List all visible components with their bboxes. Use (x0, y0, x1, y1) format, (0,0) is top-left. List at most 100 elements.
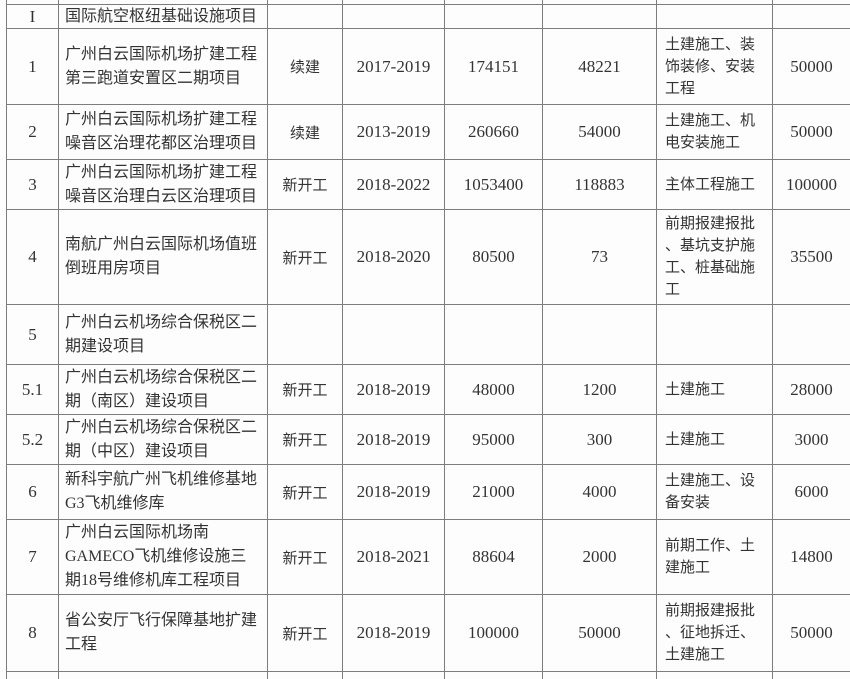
cell-status: 新开工 (268, 365, 343, 415)
cell-period: 2018-2019 (343, 415, 445, 465)
cell-status: 新开工 (268, 520, 343, 595)
cell-value-2 (543, 5, 657, 29)
cell-project-name: 广州白云机场综合保税区二 期（南区）建设项目 (59, 365, 268, 415)
cell-value-3 (773, 672, 850, 679)
cell-project-name: 广州白云国际机场扩建工程 第三跑道安置区二期项目 (59, 29, 268, 105)
cell-value-1: 260660 (445, 105, 543, 160)
cell-value-3: 35500 (773, 210, 850, 305)
cell-value-2: 1200 (543, 365, 657, 415)
cell-value-2: 4000 (543, 465, 657, 520)
cell-work-scope: 前期报建报批 、基坑支护施 工、桩基础施 工 (657, 210, 773, 305)
cell-project-name: 广州白云机场综合保税区二 期（中区）建设项目 (59, 415, 268, 465)
table-row-2: 2 广州白云国际机场扩建工程 噪音区治理花都区治理项目 续建 2013-2019… (7, 105, 850, 160)
cell-no: 5.1 (7, 365, 59, 415)
cell-status (268, 672, 343, 679)
cell-value-1: 95000 (445, 415, 543, 465)
cell-work-scope: 前期工作、土 建施工 (657, 520, 773, 595)
cell-period (343, 5, 445, 29)
cell-value-3: 6000 (773, 465, 850, 520)
table-row-8: 8 省公安厅飞行保障基地扩建 工程 新开工 2018-2019 100000 5… (7, 595, 850, 672)
cell-no (7, 672, 59, 679)
cell-value-3: 14800 (773, 520, 850, 595)
cell-status: 新开工 (268, 415, 343, 465)
cell-value-2: 2000 (543, 520, 657, 595)
cell-period: 2018-2021 (343, 520, 445, 595)
cell-project-name: 广州白云机场综合保税区二 期建设项目 (59, 305, 268, 365)
cell-no: I (7, 5, 59, 29)
cell-value-1 (445, 0, 543, 5)
cell-period (343, 305, 445, 365)
cell-work-scope: 前期报建报批 、征地拆迁、 土建施工 (657, 595, 773, 672)
cell-project-name (59, 672, 268, 679)
cell-value-3: 28000 (773, 365, 850, 415)
cell-status: 新开工 (268, 595, 343, 672)
cell-period (343, 672, 445, 679)
cell-work-scope: 土建施工、设 备安装 (657, 465, 773, 520)
cell-value-3 (773, 0, 850, 5)
cell-value-2: 118883 (543, 160, 657, 210)
cell-value-1 (445, 5, 543, 29)
table-row-4: 4 南航广州白云国际机场值班 倒班用房项目 新开工 2018-2020 8050… (7, 210, 850, 305)
table-row-1: 1 广州白云国际机场扩建工程 第三跑道安置区二期项目 续建 2017-2019 … (7, 29, 850, 105)
cell-work-scope: 主体工程施工 (657, 160, 773, 210)
cell-value-2 (543, 672, 657, 679)
cell-value-3 (773, 5, 850, 29)
cell-project-name (59, 0, 268, 5)
cell-project-name: 新科宇航广州飞机维修基地 G3飞机维修库 (59, 465, 268, 520)
cell-value-2: 50000 (543, 595, 657, 672)
cell-status: 续建 (268, 29, 343, 105)
cell-value-2: 48221 (543, 29, 657, 105)
cell-no: 2 (7, 105, 59, 160)
cell-period: 2013-2019 (343, 105, 445, 160)
cell-project-name: 省公安厅飞行保障基地扩建 工程 (59, 595, 268, 672)
cell-period: 2018-2019 (343, 595, 445, 672)
projects-table: I 国际航空枢纽基础设施项目 1 广州白云国际机场扩建工程 第三跑道安置区二期项… (6, 0, 850, 679)
cell-work-scope: 土建施工、机 电安装施工 (657, 105, 773, 160)
cell-value-1 (445, 672, 543, 679)
cell-period: 2018-2019 (343, 365, 445, 415)
cell-no: 7 (7, 520, 59, 595)
cell-period: 2017-2019 (343, 29, 445, 105)
cell-status (268, 0, 343, 5)
cell-status (268, 5, 343, 29)
table-row-7: 7 广州白云国际机场南 GAMECO飞机维修设施三 期18号维修机库工程项目 新… (7, 520, 850, 595)
cell-no: 5.2 (7, 415, 59, 465)
cell-work-scope: 土建施工、装 饰装修、安装 工程 (657, 29, 773, 105)
cell-no: 4 (7, 210, 59, 305)
table-row-3: 3 广州白云国际机场扩建工程 噪音区治理白云区治理项目 新开工 2018-202… (7, 160, 850, 210)
cell-value-2: 73 (543, 210, 657, 305)
cell-value-2 (543, 305, 657, 365)
table-row-partial-top (7, 0, 850, 5)
cell-no: 1 (7, 29, 59, 105)
table-row-6: 6 新科宇航广州飞机维修基地 G3飞机维修库 新开工 2018-2019 210… (7, 465, 850, 520)
cell-no: 3 (7, 160, 59, 210)
cell-project-name: 广州白云国际机场扩建工程 噪音区治理白云区治理项目 (59, 160, 268, 210)
cell-project-name: 广州白云国际机场南 GAMECO飞机维修设施三 期18号维修机库工程项目 (59, 520, 268, 595)
cell-value-1: 48000 (445, 365, 543, 415)
cell-value-3: 50000 (773, 105, 850, 160)
cell-period: 2018-2022 (343, 160, 445, 210)
cell-value-1 (445, 305, 543, 365)
cell-value-1: 80500 (445, 210, 543, 305)
cell-value-3: 100000 (773, 160, 850, 210)
cell-work-scope: 土建施工 (657, 415, 773, 465)
table-row-5-2: 5.2 广州白云机场综合保税区二 期（中区）建设项目 新开工 2018-2019… (7, 415, 850, 465)
table-row-partial-bottom (7, 672, 850, 679)
cell-no: 8 (7, 595, 59, 672)
cell-status: 续建 (268, 105, 343, 160)
cell-no: 6 (7, 465, 59, 520)
cell-period: 2018-2020 (343, 210, 445, 305)
table-row-section-I: I 国际航空枢纽基础设施项目 (7, 5, 850, 29)
cell-work-scope: 土建施工 (657, 365, 773, 415)
cell-status (268, 305, 343, 365)
cell-project-name: 广州白云国际机场扩建工程 噪音区治理花都区治理项目 (59, 105, 268, 160)
cell-no (7, 0, 59, 5)
cell-value-2: 54000 (543, 105, 657, 160)
cell-value-3 (773, 305, 850, 365)
table-row-5-1: 5.1 广州白云机场综合保税区二 期（南区）建设项目 新开工 2018-2019… (7, 365, 850, 415)
cell-period: 2018-2019 (343, 465, 445, 520)
cell-work-scope (657, 5, 773, 29)
cell-work-scope (657, 0, 773, 5)
cell-work-scope (657, 305, 773, 365)
cell-value-2 (543, 0, 657, 5)
